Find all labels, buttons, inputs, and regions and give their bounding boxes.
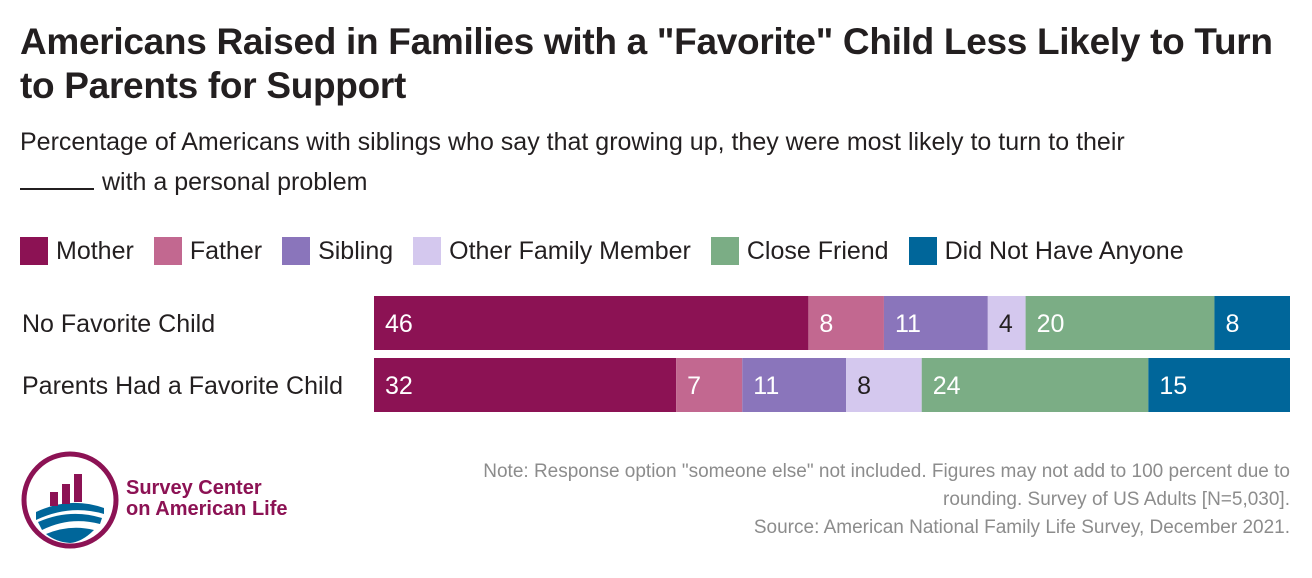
data-label: 15	[1159, 372, 1187, 400]
category-label: No Favorite Child	[22, 310, 215, 338]
bar-segment	[1214, 296, 1290, 350]
bar-segment	[1025, 296, 1215, 350]
data-label: 11	[753, 372, 779, 400]
note-line-2: rounding. Survey of US Adults [N=5,030].	[943, 489, 1290, 510]
data-label: 7	[687, 372, 701, 400]
legend-item: Mother	[20, 237, 134, 266]
note-line-1: Note: Response option "someone else" not…	[483, 461, 1290, 482]
stacked-bar-chart: No Favorite Child 46 8 11 4 20 8 Parents Had a …	[22, 296, 1290, 412]
data-label: 4	[999, 310, 1013, 338]
legend-swatch	[908, 237, 937, 265]
legend-label: Sibling	[318, 236, 394, 265]
legend-swatch	[153, 237, 182, 265]
legend-label: Did Not Have Anyone	[944, 236, 1184, 265]
bar-segment	[883, 296, 988, 350]
legend-item: Other Family Member	[413, 237, 691, 266]
bar-segment	[374, 296, 809, 350]
data-label: 20	[1037, 310, 1065, 338]
source-line: Source: American National Family Life Su…	[753, 517, 1290, 538]
legend-label: Father	[189, 236, 263, 265]
legend-item: Father	[153, 236, 263, 266]
legend-swatch	[282, 237, 311, 265]
legend-item: Did Not Have Anyone	[908, 236, 1184, 266]
chart-subtitle: Percentage of Americans with siblings wh…	[20, 122, 1305, 202]
legend-swatch	[710, 237, 739, 265]
data-label: 8	[819, 310, 833, 338]
data-label: 24	[933, 372, 961, 400]
logo-text-line2: on American Life	[126, 498, 288, 520]
data-label: 8	[1225, 310, 1239, 338]
bar-segment	[1148, 358, 1290, 412]
bar-segment	[921, 358, 1149, 412]
bar-segment	[374, 358, 677, 412]
legend-label: Other Family Member	[449, 236, 691, 265]
logo-emblem-icon	[21, 451, 119, 549]
legend-item: Sibling	[282, 237, 393, 266]
logo-text: Survey Center on American Life	[126, 478, 288, 520]
data-label: 32	[385, 372, 413, 400]
legend-item: Close Friend	[710, 236, 889, 266]
data-label: 8	[857, 372, 871, 400]
legend-swatch	[413, 237, 442, 265]
legend-label: Close Friend	[746, 236, 889, 265]
bar-segment	[808, 296, 884, 350]
bar-segment	[676, 358, 743, 412]
chart-legend: Mother Father Sibling Other Family Member Cl…	[20, 233, 1204, 269]
bar-segment	[846, 358, 922, 412]
bar-segment	[742, 358, 847, 412]
survey-center-logo: Survey Center on American Life	[20, 450, 300, 550]
subtitle-text-after-blank: with a personal problem	[102, 168, 368, 196]
subtitle-text: Percentage of Americans with siblings wh…	[20, 128, 1125, 156]
category-label: Parents Had a Favorite Child	[22, 372, 343, 400]
legend-label: Mother	[56, 236, 134, 265]
chart-note: Note: Response option "someone else" not…	[370, 458, 1290, 542]
bar-segment	[987, 296, 1026, 350]
data-label: 46	[385, 310, 413, 338]
logo-text-line1: Survey Center	[126, 477, 262, 499]
subtitle-blank	[20, 188, 94, 190]
chart-title: Americans Raised in Families with a "Fav…	[20, 21, 1273, 106]
legend-swatch	[20, 237, 48, 265]
data-label: 11	[895, 310, 921, 338]
